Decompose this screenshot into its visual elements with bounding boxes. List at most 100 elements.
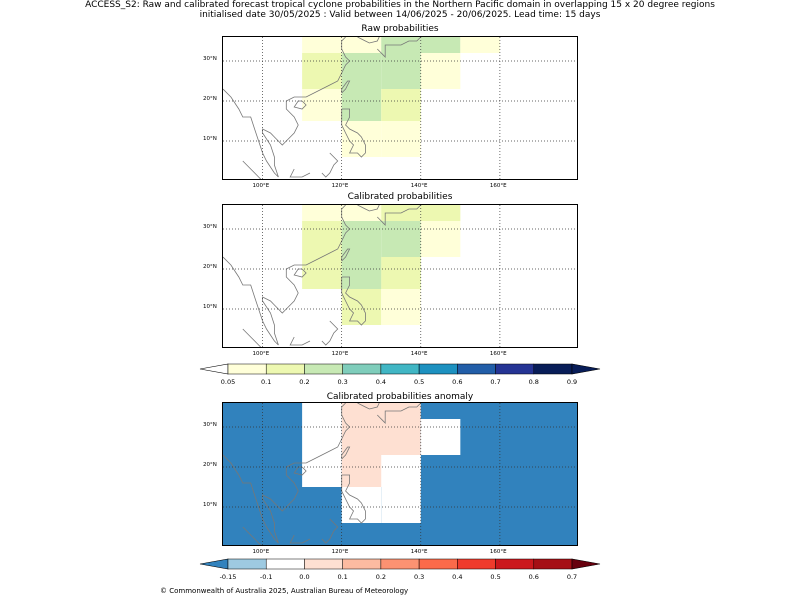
panel-title-calibrated: Calibrated probabilities [347,192,453,202]
grid-cell [302,89,342,121]
coastline [357,205,380,212]
coastline [242,328,262,347]
map-raw-svg [223,37,577,179]
colorbar-tick-label: 0.8 [528,378,539,386]
x-tick-label: 100°E [252,351,270,357]
colorbar-probability [199,363,601,375]
colorbar-tick-label: 0.3 [413,573,425,581]
copyright-footer: © Commonwealth of Australia 2025, Austra… [160,587,409,595]
grid-cell [420,53,461,89]
colorbar-tick-label: 0.6 [528,573,539,581]
grid-cell [302,419,342,487]
y-tick-label: 20°N [203,264,217,270]
x-tick-label: 140°E [410,549,428,555]
y-tick-label: 10°N [203,502,217,508]
coastline [223,256,279,346]
grid-cell [341,89,382,121]
colorbar-tick-label: -0.15 [219,573,237,581]
colorbar-segment [495,558,535,570]
grid-cell [302,37,342,53]
colorbar-tick-label: 0.1 [337,573,348,581]
colorbar-under-arrow [199,558,229,570]
colorbar-segment [342,363,382,375]
x-tick-label: 160°E [489,351,507,357]
grid-cell [381,257,421,289]
colorbar-tick-label: 0.5 [490,573,501,581]
coastline [223,454,279,544]
panel-title-anomaly: Calibrated probabilities anomaly [326,392,474,402]
colorbar-under-arrow [199,363,229,375]
coastline [289,534,311,544]
grid-cell [302,403,342,419]
x-tick-label: 120°E [331,549,349,555]
grid-cell [381,487,421,523]
colorbar-over-arrow [571,558,601,570]
coastline [341,446,351,460]
colorbar-tick-label: 0.6 [452,378,463,386]
grid-cell [420,205,461,221]
map-calibrated-svg [223,205,577,347]
colorbar-tick-label: 0.9 [566,378,578,386]
colorbar-tick-label: 0.7 [566,573,578,581]
grid-cell [302,221,342,289]
grid-cell [302,205,342,221]
y-tick-label: 10°N [203,136,217,142]
panel-title-raw: Raw probabilities [361,24,439,34]
x-tick-label: 140°E [410,351,428,357]
x-tick-label: 140°E [410,183,428,189]
colorbar-over-arrow [571,363,601,375]
map-panel-calibrated [222,204,578,348]
coastline [289,336,311,346]
colorbar-segment [227,558,267,570]
grid-cell [381,121,421,157]
coastline [377,403,422,424]
colorbar-segment [533,363,573,375]
colorbar-tick-label: 0.4 [375,378,387,386]
coastline [321,320,339,346]
x-tick-label: 160°E [489,183,507,189]
coastline [341,80,351,94]
colorbar-segment [457,363,496,375]
colorbar-tick-label: 0.3 [337,378,348,386]
colorbar-tick-label: 0.0 [299,573,310,581]
colorbar-segment [265,558,305,570]
y-tick-label: 30°N [203,56,217,62]
colorbar-tick-label: 0.2 [375,573,387,581]
grid-cell [460,37,500,53]
colorbar-segment [304,363,343,375]
y-tick-label: 10°N [203,304,217,310]
colorbar-segment [418,363,458,375]
colorbar-segment [380,363,420,375]
colorbar-tick-label: 0.1 [261,378,272,386]
grid-cell [341,289,382,325]
coastline [357,37,380,44]
grid-cell [341,37,382,53]
colorbar-segment [342,558,382,570]
grid-cell [420,37,461,53]
colorbar-segment [533,558,573,570]
x-tick-label: 120°E [331,183,349,189]
colorbar-tick-label: 0.7 [490,378,501,386]
colorbar-segment [265,363,305,375]
colorbar-tick-label: 0.4 [452,573,463,581]
y-tick-label: 30°N [203,422,217,428]
grid-cell [341,53,382,89]
coastline [357,403,380,410]
map-panel-raw [222,36,578,180]
colorbar-anomaly [199,558,601,570]
grid-cell [302,53,342,89]
grid-cell [381,89,421,121]
map-panel-anomaly [222,402,578,546]
coastline [321,518,339,544]
coastline [289,168,311,178]
grid-cell [381,455,421,487]
colorbar-tick-label: -0.1 [259,573,273,581]
grid-cell [420,221,461,257]
colorbar-segment [227,363,267,375]
x-tick-label: 160°E [489,549,507,555]
coastline [223,88,279,178]
grid-cell [420,419,461,455]
figure-title-line2: initialised date 30/05/2025 : Valid betw… [199,10,601,20]
x-tick-label: 100°E [252,183,270,189]
x-tick-label: 120°E [331,351,349,357]
